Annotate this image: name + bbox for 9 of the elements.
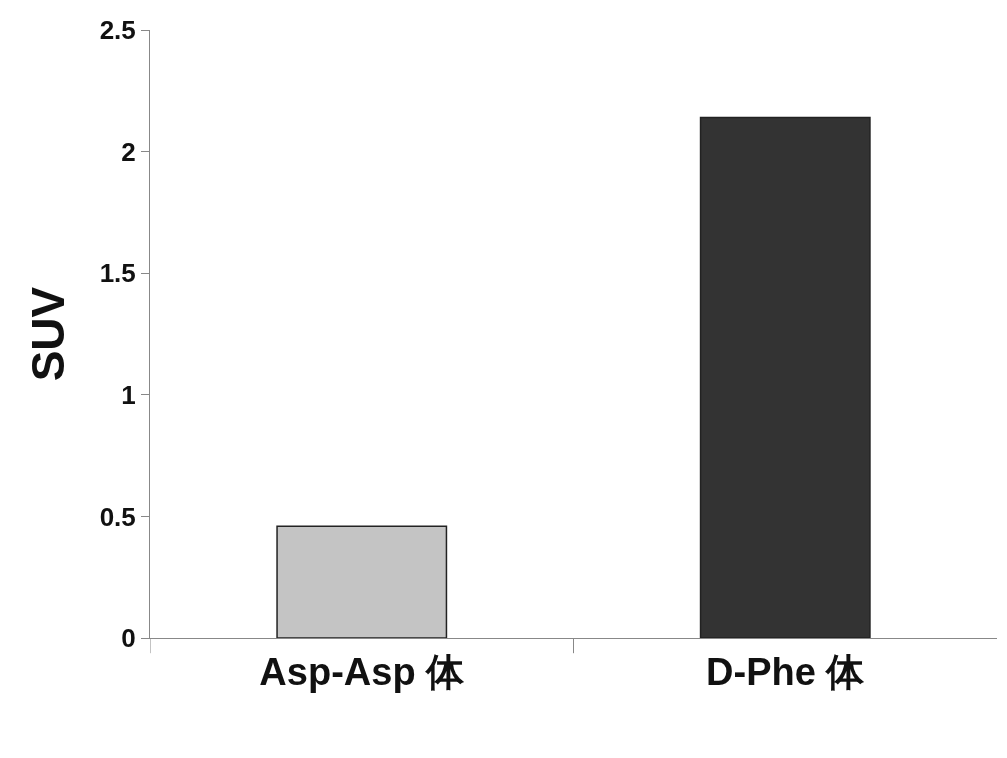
y-tick-label: 1 xyxy=(121,379,136,410)
x-tick-label: D-Phe 体 xyxy=(706,650,866,693)
y-tick-label: 2 xyxy=(121,136,136,167)
y-tick-label: 0 xyxy=(121,623,136,654)
x-tick-label: Asp-Asp 体 xyxy=(259,650,466,693)
y-axis-title: SUV xyxy=(22,286,75,382)
y-tick-label: 2.5 xyxy=(99,15,136,46)
y-tick-label: 1.5 xyxy=(99,258,136,289)
y-tick-label: 0.5 xyxy=(99,501,136,532)
